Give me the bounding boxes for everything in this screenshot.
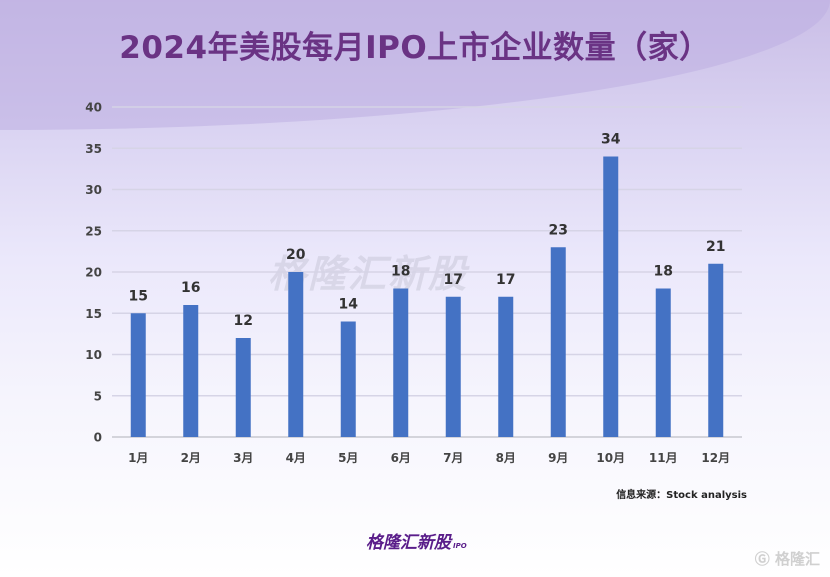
y-tick-label: 20 <box>85 266 102 280</box>
x-tick-label: 8月 <box>496 451 516 465</box>
y-tick-label: 15 <box>85 307 102 321</box>
data-label: 18 <box>654 264 673 280</box>
bar <box>708 263 724 437</box>
data-label: 34 <box>601 132 621 148</box>
y-tick-label: 40 <box>85 101 102 115</box>
bar <box>498 296 514 437</box>
data-label: 16 <box>181 280 200 296</box>
x-tick-label: 6月 <box>391 451 411 465</box>
bar <box>393 288 409 437</box>
x-tick-label: 9月 <box>548 451 568 465</box>
data-label: 17 <box>444 272 463 288</box>
logo-text: 格隆汇新股 <box>366 533 451 553</box>
y-tick-label: 30 <box>85 183 102 197</box>
data-label: 18 <box>391 264 410 280</box>
bar <box>130 313 146 437</box>
x-tick-label: 1月 <box>128 451 148 465</box>
data-label: 17 <box>496 272 515 288</box>
data-label: 20 <box>286 247 306 263</box>
logo-sub: IPO <box>453 542 467 550</box>
y-tick-label: 0 <box>94 431 102 445</box>
bar <box>550 247 566 437</box>
x-tick-label: 12月 <box>701 451 730 465</box>
x-tick-label: 10月 <box>596 451 625 465</box>
chart-title: 2024年美股每月IPO上市企业数量（家） <box>119 30 711 66</box>
x-tick-label: 4月 <box>286 451 306 465</box>
logo: 格隆汇新股 IPO <box>366 528 467 553</box>
x-tick-label: 7月 <box>443 451 463 465</box>
x-tick-label: 3月 <box>233 451 253 465</box>
bar <box>655 288 671 437</box>
watermark-text: 格隆汇 <box>774 550 820 568</box>
y-tick-label: 35 <box>85 142 102 156</box>
bar <box>340 321 356 437</box>
x-tick-label: 5月 <box>338 451 358 465</box>
data-label: 21 <box>706 239 725 255</box>
bar <box>288 272 304 437</box>
data-label: 23 <box>549 222 568 238</box>
source-note: 信息来源：Stock analysis <box>616 490 747 501</box>
bar <box>445 296 461 437</box>
data-label: 14 <box>339 297 359 313</box>
y-tick-label: 5 <box>94 389 102 403</box>
data-label: 15 <box>129 288 148 304</box>
x-tick-label: 11月 <box>649 451 678 465</box>
watermark: Ⓖ 格隆汇 <box>754 550 820 568</box>
bar <box>183 305 199 437</box>
y-tick-label: 25 <box>85 224 102 238</box>
bar <box>603 156 619 437</box>
y-tick-label: 10 <box>85 348 102 362</box>
x-tick-label: 2月 <box>181 451 201 465</box>
bar <box>235 338 251 437</box>
data-label: 12 <box>234 313 253 329</box>
